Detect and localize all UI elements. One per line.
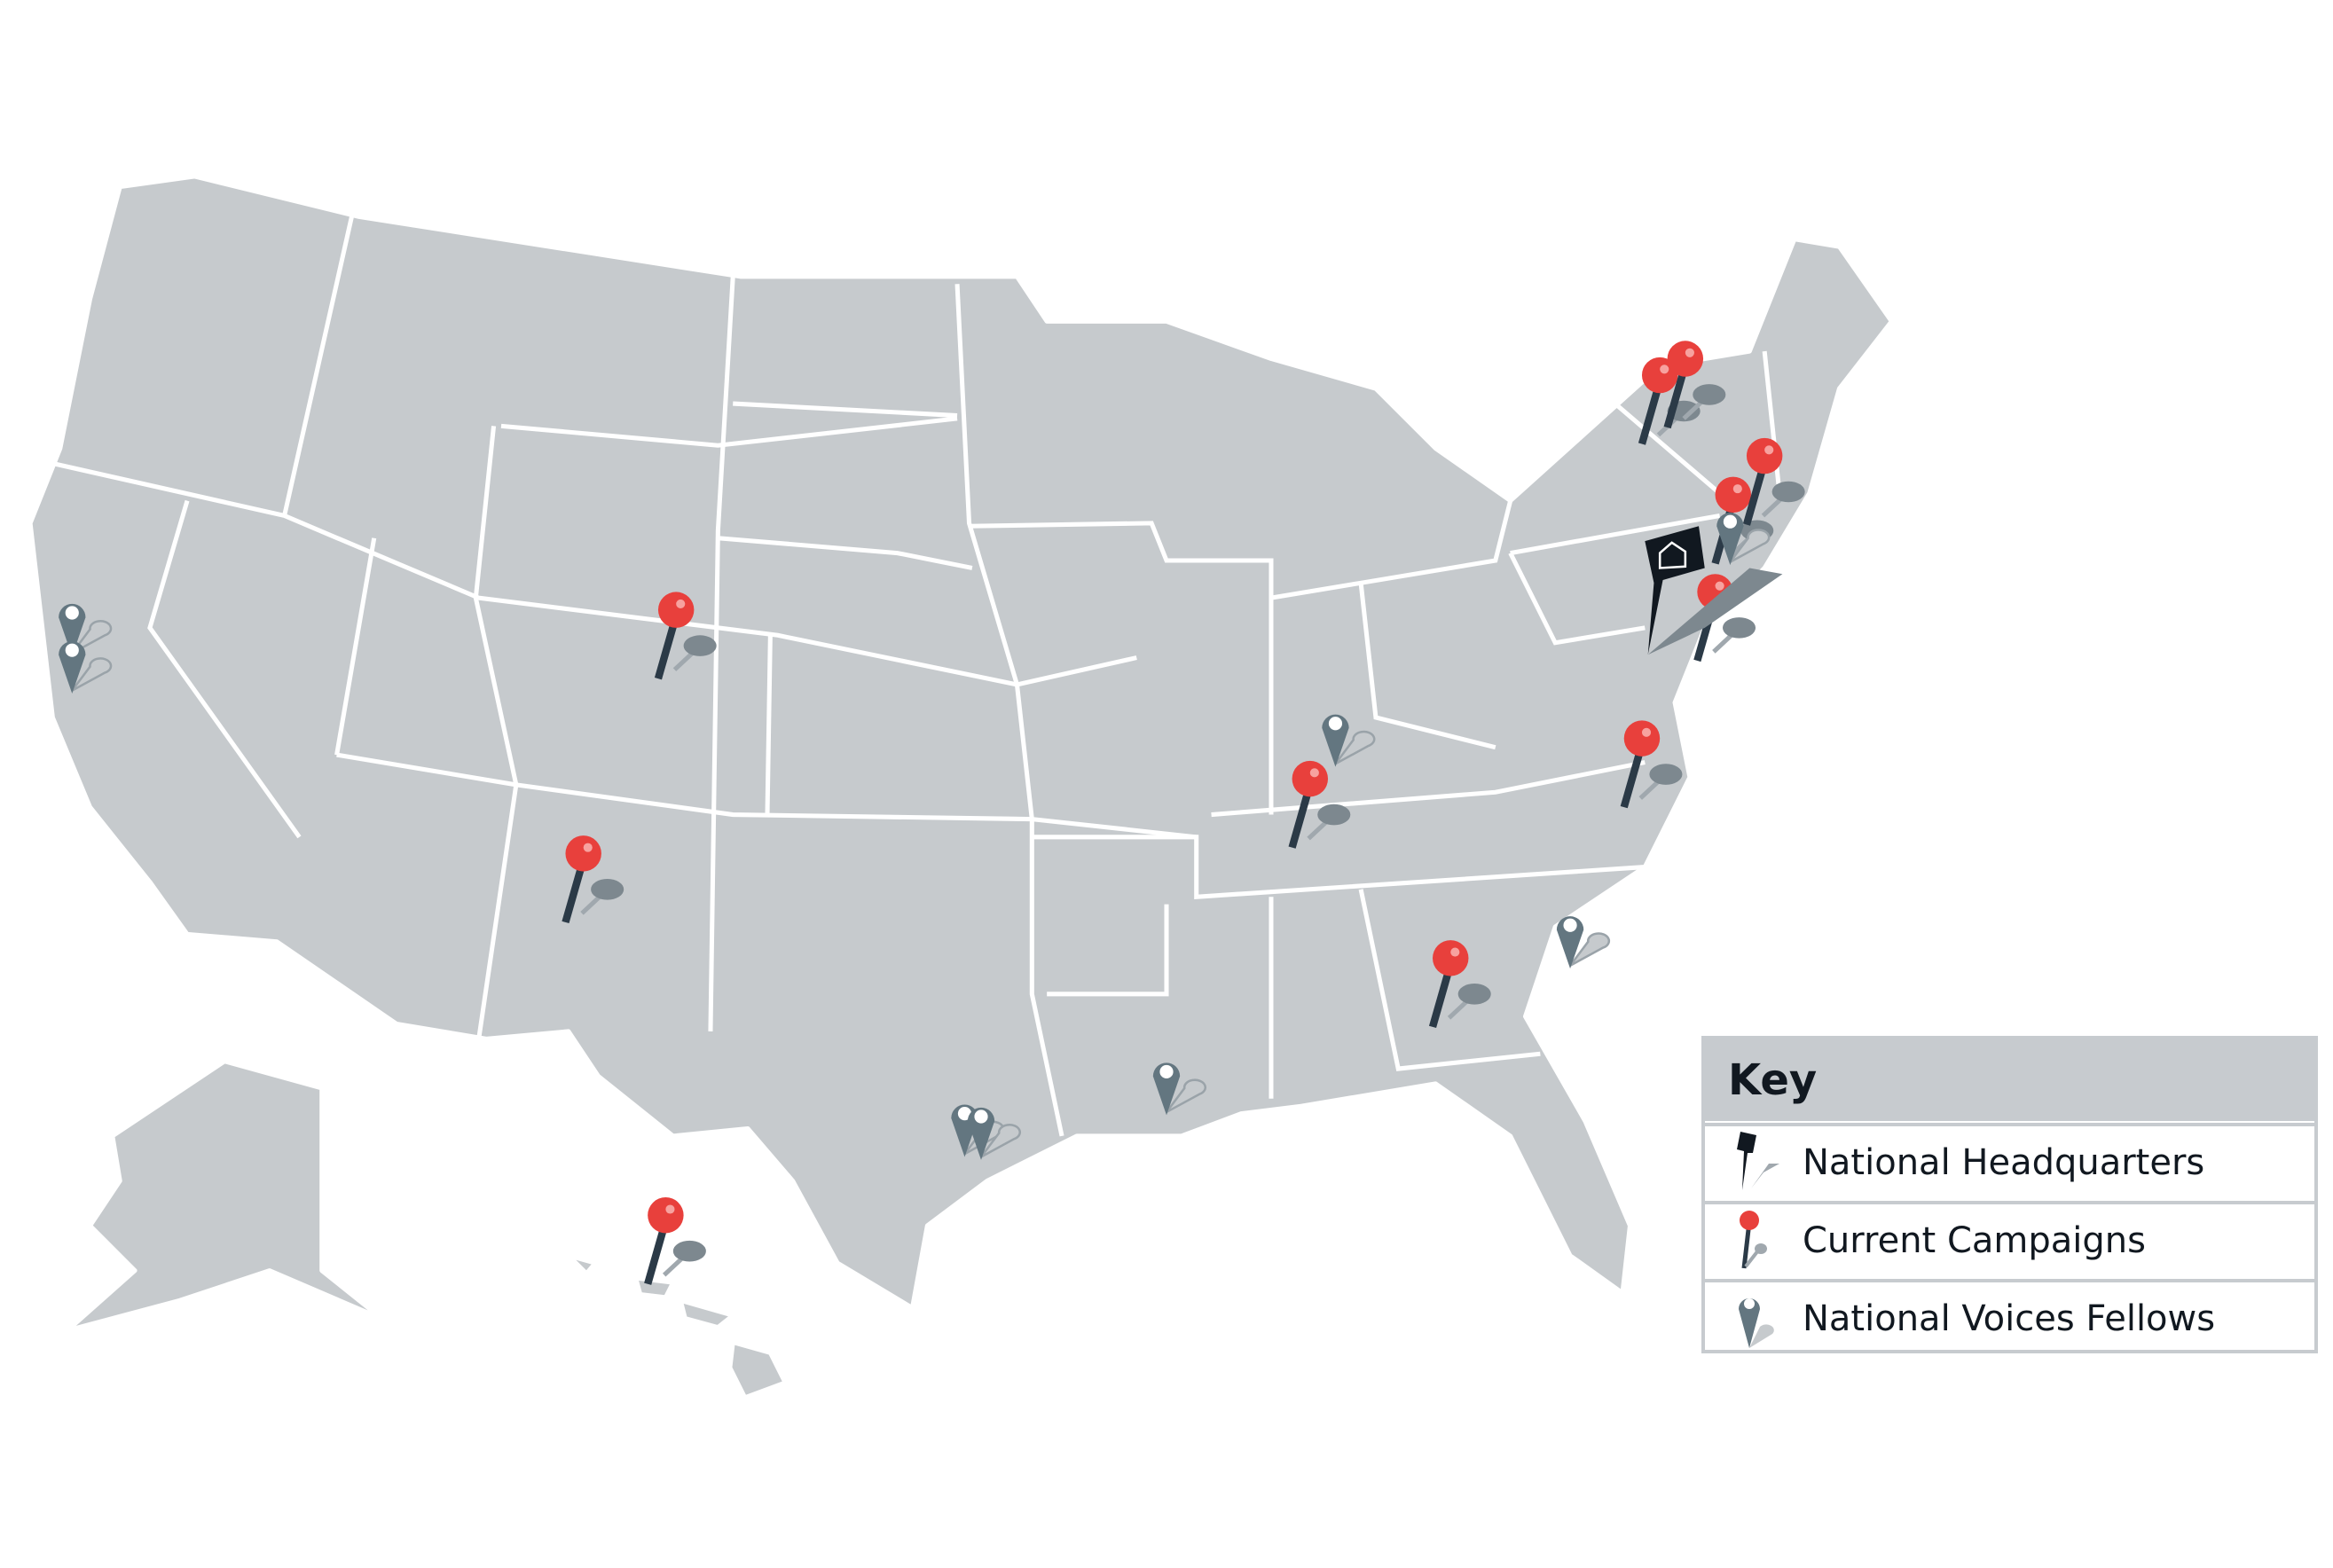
campaign-pin[interactable] (1428, 940, 1491, 1029)
campaign-pin[interactable] (1288, 760, 1351, 849)
key-item-fellows: National Voices Fellows (1705, 1279, 2314, 1355)
campaign-pin[interactable] (1742, 437, 1805, 526)
fellow-marker[interactable] (1322, 714, 1376, 767)
key-item-headquarters: National Headquarters (1705, 1123, 2314, 1199)
map-key: Key National Headquarters Current Campai… (1701, 1036, 2318, 1353)
fellow-marker[interactable] (59, 603, 113, 656)
key-item-label: National Headquarters (1803, 1142, 2205, 1183)
state-borders (51, 216, 1782, 1137)
campaign-pin[interactable] (1620, 720, 1683, 809)
headquarters-flag-pin-icon (1737, 1132, 1779, 1190)
key-item-label: National Voices Fellows (1803, 1298, 2216, 1339)
key-title: Key (1705, 1039, 2314, 1121)
land (27, 174, 1894, 1400)
gray-map-marker-icon (1739, 1298, 1774, 1348)
hawaii-1 (566, 1253, 598, 1276)
red-push-pin-icon (1740, 1211, 1767, 1269)
fellow-marker[interactable] (59, 641, 113, 694)
key-item-label: Current Campaigns (1803, 1220, 2146, 1261)
map-pins (59, 341, 1805, 1285)
campaign-pin[interactable] (644, 1197, 706, 1285)
fellow-marker[interactable] (1152, 1062, 1206, 1116)
hawaii-3 (678, 1298, 735, 1330)
contiguous-us (27, 174, 1894, 1311)
fellow-marker[interactable] (967, 1107, 1021, 1160)
campaign-pin[interactable] (1663, 341, 1726, 429)
key-item-campaigns: Current Campaigns (1705, 1201, 2314, 1277)
campaign-pin[interactable] (654, 592, 717, 680)
campaign-pin[interactable] (562, 835, 624, 924)
fellow-marker[interactable] (1556, 916, 1611, 969)
hawaii-2 (633, 1275, 676, 1300)
alaska (65, 1059, 436, 1363)
hawaii-4 (727, 1339, 788, 1400)
fellow-marker[interactable] (1716, 513, 1771, 566)
headquarters-pin[interactable] (1645, 526, 1783, 655)
